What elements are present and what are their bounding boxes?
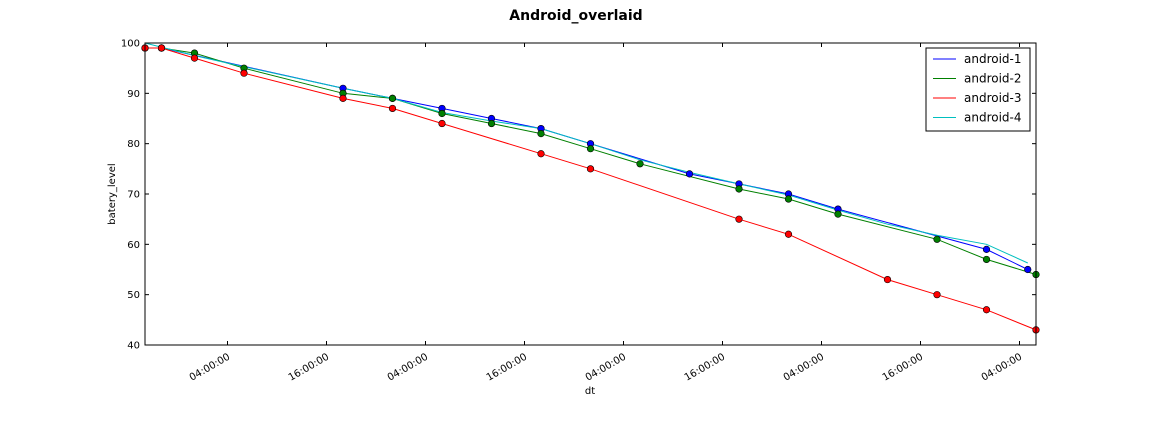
- data-point-android-2: [636, 160, 644, 168]
- data-point-android-3: [735, 215, 743, 223]
- data-point-android-3: [339, 94, 347, 102]
- legend-label: android-2: [964, 72, 1022, 86]
- data-point-android-2: [834, 210, 842, 218]
- x-tick-label: 04:00:00: [980, 352, 1024, 384]
- data-point-android-2: [735, 185, 743, 193]
- series-line-android-3: [145, 47, 1037, 331]
- plot-frame: [144, 42, 1037, 346]
- data-point-android-3: [157, 44, 166, 52]
- data-point-android-2: [586, 145, 595, 153]
- legend-label: android-1: [964, 52, 1022, 66]
- data-point-android-1: [982, 245, 991, 253]
- x-axis-label: dt: [585, 386, 595, 397]
- data-point-android-3: [784, 230, 793, 238]
- legend-label: android-3: [964, 91, 1022, 105]
- data-point-android-2: [537, 130, 545, 138]
- x-tick-label: 16:00:00: [881, 352, 925, 384]
- x-tick-label: 04:00:00: [188, 352, 232, 384]
- x-tick-label: 04:00:00: [386, 352, 430, 384]
- data-point-android-2: [982, 255, 991, 264]
- y-tick-label: 90: [127, 89, 140, 100]
- series-line-android-4: [144, 42, 1029, 264]
- series-layer: [141, 42, 1040, 334]
- data-point-android-2: [784, 195, 793, 203]
- y-tick-label: 80: [127, 139, 140, 150]
- data-point-android-3: [982, 306, 991, 314]
- x-tick-label: 04:00:00: [584, 352, 628, 384]
- data-point-android-3: [933, 291, 941, 299]
- x-tick-label: 04:00:00: [782, 352, 826, 384]
- y-axis-label: batery_level: [107, 163, 118, 224]
- x-tick-label: 16:00:00: [287, 352, 331, 384]
- data-point-android-1: [685, 170, 694, 178]
- data-point-android-3: [537, 150, 545, 158]
- x-tick-label: 16:00:00: [485, 352, 529, 384]
- data-point-android-3: [883, 275, 892, 284]
- data-point-android-3: [190, 54, 199, 62]
- data-point-android-2: [438, 109, 446, 118]
- data-point-android-2: [933, 235, 941, 243]
- data-point-android-3: [240, 69, 248, 77]
- y-tick-label: 70: [127, 190, 140, 201]
- y-tick-label: 100: [121, 39, 140, 50]
- legend-label: android-4: [964, 111, 1022, 125]
- y-tick-label: 40: [127, 341, 140, 352]
- x-axis: 04:00:00 16:00:00 04:00:00 16:00:00 04:00:00…: [188, 43, 1024, 384]
- data-point-android-3: [388, 104, 397, 113]
- legend: android-1 android-2 android-3 android-4: [925, 47, 1031, 132]
- data-point-android-2: [388, 94, 397, 102]
- y-tick-label: 50: [127, 290, 140, 301]
- data-point-android-3: [438, 119, 446, 128]
- y-axis: 40 50 60 70 80 90 100: [121, 39, 1036, 352]
- data-point-android-1: [1024, 265, 1032, 274]
- y-tick-label: 60: [127, 240, 140, 251]
- x-tick-label: 16:00:00: [683, 352, 727, 384]
- data-point-android-3: [586, 165, 595, 173]
- chart-title: Android_overlaid: [509, 8, 642, 24]
- data-point-android-2: [487, 119, 496, 128]
